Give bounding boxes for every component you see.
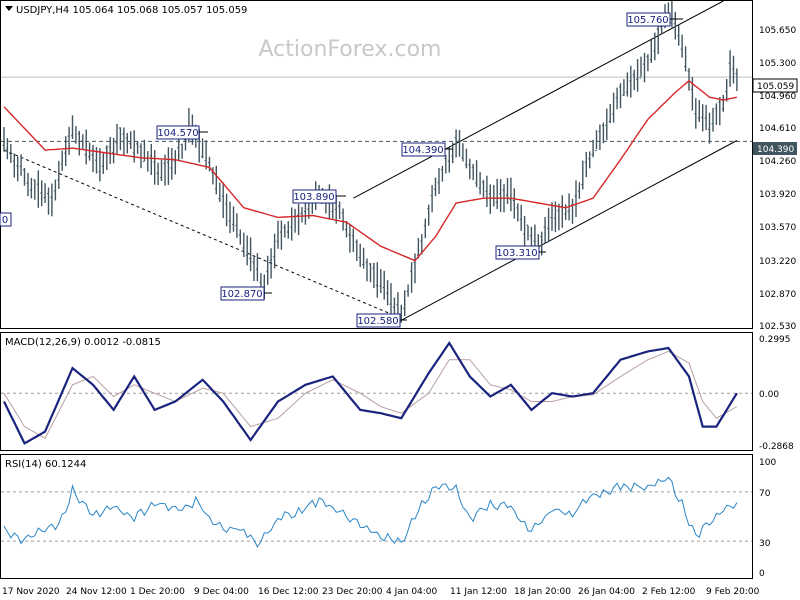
svg-text:103.890: 103.890 — [293, 192, 334, 203]
annotation-104570: 104.570 — [156, 125, 208, 140]
price-y-tick: 103.570 — [759, 223, 796, 233]
price-plot-area — [1, 1, 752, 323]
x-tick: 9 Feb 20:00 — [706, 587, 760, 597]
x-tick: 16 Dec 12:00 — [258, 587, 319, 597]
price-y-tick: 105.650 — [759, 26, 796, 36]
macd-line — [3, 340, 738, 445]
rsi-y-axis: 100 70 30 0 — [759, 458, 776, 579]
price-y-tick: 104.960 — [759, 92, 796, 102]
channel-lower-line — [401, 140, 738, 321]
x-tick: 4 Jan 04:00 — [386, 587, 438, 597]
annotation-103310: 103.310 — [495, 245, 546, 260]
macd-y-tick: 0.00 — [759, 390, 779, 400]
price-y-tick: 102.870 — [759, 290, 796, 300]
x-tick: 9 Dec 04:00 — [194, 587, 249, 597]
price-panel-header: USDJPY,H4 105.064 105.068 105.057 105.05… — [16, 5, 247, 16]
price-bars — [2, 1, 738, 323]
annotation-105760: 105.760 — [626, 12, 683, 27]
svg-text:0: 0 — [2, 215, 8, 226]
price-y-tick: 104.260 — [759, 157, 796, 167]
macd-panel-frame — [0, 332, 753, 451]
price-y-tick: 104.610 — [759, 124, 796, 134]
rsi-y-tick: 100 — [759, 458, 776, 468]
annotation-102580: 102.580 — [356, 313, 407, 328]
price-y-tick: 103.920 — [759, 190, 796, 200]
x-tick: 2 Feb 12:00 — [642, 587, 696, 597]
x-tick: 17 Nov 2020 — [2, 587, 60, 597]
macd-y-axis: 0.2995 0.00 -0.2868 — [759, 335, 794, 452]
price-ma-line — [3, 79, 738, 262]
price-header-icon — [5, 6, 13, 11]
x-tick: 26 Jan 04:00 — [578, 587, 635, 597]
svg-text:105.059: 105.059 — [757, 82, 794, 92]
rsi-plot-area — [1, 476, 752, 548]
rsi-panel-header: RSI(14) 60.1244 — [5, 459, 86, 470]
svg-text:104.390: 104.390 — [757, 145, 794, 155]
svg-text:104.390: 104.390 — [402, 145, 443, 156]
price-y-tick: 102.530 — [759, 322, 796, 332]
downtrend-line — [3, 149, 395, 316]
price-y-axis: 105.650 105.300 104.960 104.610 104.260 … — [759, 26, 796, 332]
x-tick: 18 Jan 20:00 — [514, 587, 571, 597]
rsi-y-tick: 30 — [759, 539, 771, 549]
rsi-panel-frame — [0, 454, 753, 579]
macd-y-tick: -0.2868 — [759, 442, 794, 452]
rsi-y-tick: 70 — [759, 489, 771, 499]
svg-text:105.760: 105.760 — [627, 15, 668, 26]
cut-label: 0 — [0, 212, 12, 227]
x-tick: 1 Dec 20:00 — [130, 587, 185, 597]
macd-panel-header: MACD(12,26,9) 0.0012 -0.0815 — [5, 337, 161, 348]
channel-upper-line — [353, 1, 724, 199]
annotation-104390: 104.390 — [401, 142, 453, 157]
macd-y-tick: 0.2995 — [759, 335, 791, 345]
x-axis: 17 Nov 2020 24 Nov 12:00 1 Dec 20:00 9 D… — [2, 587, 760, 597]
svg-text:103.310: 103.310 — [496, 248, 537, 259]
macd-plot-area — [1, 340, 752, 445]
annotation-103890: 103.890 — [292, 189, 346, 204]
hline-price-label: 104.390 — [753, 142, 797, 155]
x-tick: 24 Nov 12:00 — [66, 587, 127, 597]
price-y-tick: 105.300 — [759, 59, 796, 69]
x-tick: 11 Jan 12:00 — [450, 587, 507, 597]
watermark: ActionForex.com — [259, 37, 442, 62]
price-y-tick: 103.220 — [759, 257, 796, 267]
price-panel-frame — [0, 0, 753, 329]
rsi-line — [3, 476, 738, 548]
x-tick: 23 Dec 20:00 — [322, 587, 383, 597]
svg-text:102.580: 102.580 — [357, 316, 398, 327]
current-price-label: 105.059 — [752, 78, 798, 93]
svg-text:102.870: 102.870 — [221, 289, 262, 300]
annotation-102870: 102.870 — [220, 286, 272, 301]
svg-text:104.570: 104.570 — [157, 128, 198, 139]
rsi-y-tick: 0 — [759, 569, 765, 579]
